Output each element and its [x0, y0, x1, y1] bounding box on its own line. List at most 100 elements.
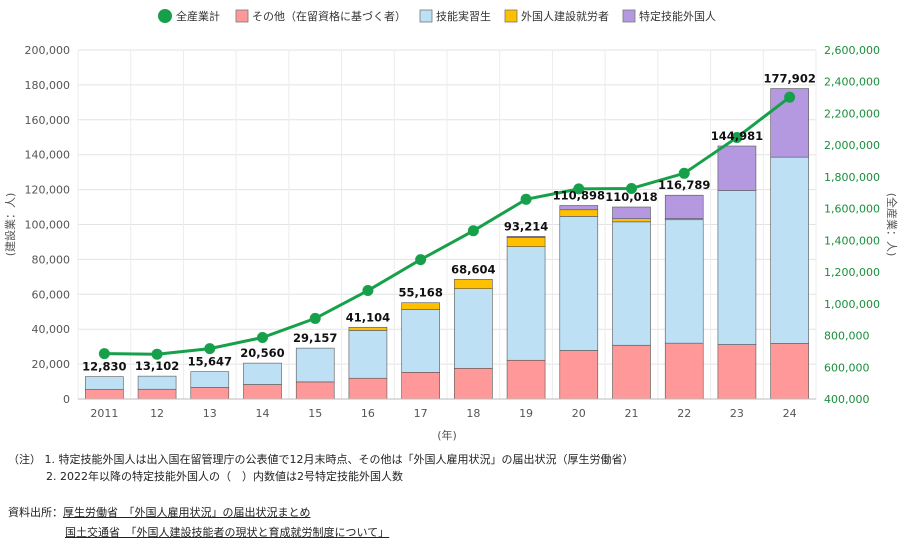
y-right-tick-label: 1,000,000 [824, 298, 880, 311]
y-right-tick-label: 2,600,000 [824, 44, 880, 57]
y-right-tick-label: 400,000 [824, 393, 870, 406]
line-point [467, 225, 479, 237]
x-tick-label: 18 [466, 407, 480, 420]
bar-segment [454, 278, 493, 289]
line-point [257, 332, 268, 344]
y-left-tick-label: 140,000 [25, 149, 71, 162]
bar-total-label: 55,168 [398, 286, 442, 300]
legend-label: 特定技能外国人 [639, 9, 716, 23]
bar-segment [717, 344, 757, 400]
bar-segment [295, 347, 335, 383]
y-left-tick-label: 60,000 [32, 288, 71, 301]
bar-segment [612, 218, 651, 223]
bar-segment [190, 371, 230, 388]
x-tick-label: 13 [203, 407, 217, 420]
bar-segment [559, 350, 599, 400]
bar-segment [401, 309, 440, 373]
legend-swatch [622, 9, 636, 23]
bar-segment [506, 246, 546, 361]
gridlines [77, 49, 817, 400]
legend-marker-line [158, 9, 172, 23]
x-tick-label: 12 [150, 407, 164, 420]
y-left-tick-label: 0 [63, 393, 70, 406]
bar-segment [559, 209, 599, 217]
bar-segment [454, 288, 493, 369]
stacked-bars [85, 88, 809, 400]
x-axis-title: (年) [437, 428, 457, 442]
bar-segment [770, 156, 809, 344]
bar-segment [137, 388, 177, 400]
note-2-number: 2. [46, 470, 57, 483]
line-point [731, 131, 743, 143]
line-point [626, 182, 637, 194]
x-tick-label: 21 [625, 407, 639, 420]
y-right-tick-label: 800,000 [824, 330, 870, 343]
bar-segment [506, 236, 546, 238]
combo-chart: 全産業計 その他（在留資格に基づく者） 技能実習生 外国人建設就労者 特定技能外国人 0… [3, 9, 899, 442]
y-left-tick-label: 180,000 [25, 79, 71, 92]
bar-total-labels: 12,830 13,102 15,647 20,560 29,157 41,104 55,1… [82, 72, 816, 374]
legend: 全産業計 その他（在留資格に基づく者） 技能実習生 外国人建設就労者 特定技能外国人 [158, 9, 716, 23]
y-left-tick-label: 40,000 [32, 323, 71, 336]
sources-label: 資料出所： [8, 506, 63, 519]
bar-total-label: 15,647 [188, 355, 232, 369]
bar-total-label: 41,104 [346, 310, 390, 324]
bar-total-label: 68,604 [451, 262, 495, 276]
x-tick-label: 22 [677, 407, 691, 420]
bar-total-label: 12,830 [82, 360, 126, 374]
bar-total-label: 116,789 [658, 178, 710, 192]
y-right-tick-label: 600,000 [824, 361, 870, 374]
line-point [573, 183, 585, 195]
line-point [151, 348, 163, 360]
bar-segment [506, 359, 546, 400]
bar-total-label: 144,981 [711, 129, 763, 143]
sources: 資料出所：厚生労働省 「外国人雇用状況」の届出状況まとめ 国土交通省 「外国人建… [8, 503, 389, 543]
bar-segment [770, 343, 809, 400]
bar-segment [717, 190, 757, 345]
bar-segment [559, 205, 599, 211]
y-right-tick-label: 1,800,000 [824, 171, 880, 184]
x-tick-label: 23 [730, 407, 744, 420]
legend-swatch [504, 9, 518, 23]
y-right-tick-label: 1,200,000 [824, 266, 880, 279]
source-mlit: 国土交通省 「外国人建設技能者の現状と育成就労制度について」 [65, 526, 390, 539]
bar-segment [348, 326, 388, 331]
bar-segment [295, 381, 335, 400]
total-industry-line [98, 91, 796, 360]
y-right-axis-title: (全産業：人) [885, 193, 899, 257]
notes: （注） 1. 特定技能外国人は出入国在留管理庁の公表値で12月末時点、その他は「… [8, 451, 634, 485]
y-left-tick-label: 120,000 [25, 184, 71, 197]
bar-total-label: 29,157 [293, 331, 337, 345]
bar-segment [612, 344, 651, 400]
source-row-2: 国土交通省 「外国人建設技能者の現状と育成就労制度について」 [8, 523, 389, 543]
bar-segment [348, 330, 388, 379]
bar-segment [612, 206, 651, 219]
y-left-tick-label: 160,000 [25, 114, 71, 127]
x-tick-label: 2011 [90, 407, 118, 420]
bar-segment [664, 342, 704, 400]
bar-segment [85, 389, 124, 400]
note-1-number: 1. [44, 453, 56, 466]
total-industry-line-path [104, 95, 791, 356]
bar-segment [559, 216, 599, 351]
legend-swatch [235, 9, 249, 23]
line-point [520, 193, 532, 205]
bar-total-label: 110,898 [553, 188, 605, 202]
bar-segment [85, 376, 124, 390]
y-left-tick-label: 200,000 [25, 44, 71, 57]
bar-total-label: 13,102 [135, 359, 179, 373]
x-tick-label: 20 [572, 407, 586, 420]
notes-label: （注） [8, 453, 41, 466]
y-left-axis-title: (建設業：人) [3, 193, 17, 257]
source-row-1: 資料出所：厚生労働省 「外国人雇用状況」の届出状況まとめ [8, 503, 389, 523]
y-right-tick-label: 2,400,000 [824, 76, 880, 89]
bar-total-label: 93,214 [504, 219, 548, 233]
note-row-2: 2. 2022年以降の特定技能外国人の（ ）内数値は2号特定技能外国人数 [8, 468, 634, 485]
note-row-1: （注） 1. 特定技能外国人は出入国在留管理庁の公表値で12月末時点、その他は「… [8, 451, 634, 468]
bar-total-label: 110,018 [605, 190, 657, 204]
y-right-tick-label: 2,200,000 [824, 107, 880, 120]
x-tick-label: 14 [256, 407, 270, 420]
x-tick-label: 24 [783, 407, 797, 420]
y-right-tick-label: 1,400,000 [824, 234, 880, 247]
bar-segment [506, 237, 546, 247]
